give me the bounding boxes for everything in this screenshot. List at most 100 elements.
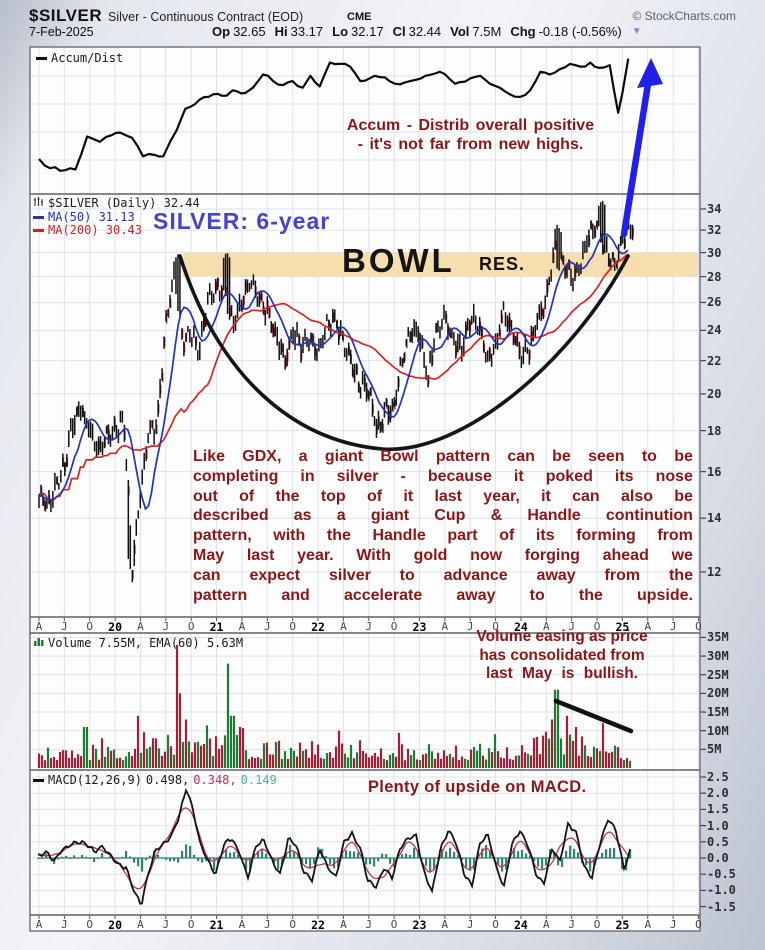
time-tick-label: J [466, 619, 474, 633]
price-legend-label: $SILVER (Daily) 32.44 [48, 196, 200, 210]
time-tick-label: O [86, 619, 94, 633]
ma50-legend-label: MA(50) 31.13 [48, 210, 135, 224]
time-tick-label: A [35, 619, 43, 633]
time-tick-label: A [35, 917, 43, 931]
time-tick-label: 23 [412, 619, 427, 634]
axis-tick-label: 10M [707, 723, 729, 738]
time-tick-label: 21 [209, 917, 224, 932]
axis-tick-label: 25M [707, 667, 729, 682]
time-tick-label: 22 [311, 619, 325, 634]
time-tick-label: A [340, 917, 347, 931]
time-tick-label: O [695, 917, 702, 931]
time-tick-label: A [542, 917, 550, 931]
axis-tick-label: 30 [707, 245, 722, 260]
time-tick-label: O [289, 917, 296, 931]
time-tick-label: J [568, 619, 575, 633]
macd-line-swatch-icon [33, 778, 44, 782]
bowl-analysis-annotation: Like GDX, a giant Bowl pattern can be seen to be co… [193, 447, 693, 605]
time-tick-label: 21 [209, 619, 224, 634]
time-tick-label: 24 [513, 619, 528, 634]
time-tick-label: O [593, 619, 601, 633]
time-tick-label: O [289, 619, 296, 633]
volume-bars-icon [33, 636, 44, 650]
bowl-pattern-label: BOWL [342, 242, 455, 279]
ma200-swatch-icon [33, 228, 44, 232]
axis-tick-label: 34 [707, 201, 722, 216]
axis-tick-label: 1.0 [707, 818, 729, 833]
time-tick-label: 25 [615, 917, 630, 932]
axis-tick-label: -1.0 [707, 883, 736, 898]
volume-annotation-line3: last May is bullish. [486, 665, 638, 682]
time-tick-label: A [340, 619, 347, 633]
axis-tick-label: 20M [707, 686, 729, 701]
time-tick-label: J [669, 917, 677, 931]
time-tick-label: A [137, 619, 144, 633]
ma50-swatch-icon [33, 215, 44, 219]
candlestick-icon [33, 196, 44, 210]
chart-title-annotation: SILVER: 6-year [153, 208, 331, 234]
copyright: © StockCharts.com [632, 9, 736, 23]
time-tick-label: J [263, 917, 271, 931]
chg-dropdown-icon[interactable]: ▼ [631, 26, 642, 37]
macd-legend-name: MACD(12,26,9) [48, 773, 142, 787]
time-tick-label: A [644, 917, 652, 931]
ticker-symbol: $SILVER [29, 6, 103, 25]
axis-tick-label: 0.5 [707, 834, 729, 849]
quote-hi: Hi 33.17 [274, 24, 324, 39]
time-tick-label: J [61, 917, 68, 931]
accum-dist-annotation: Accum - Distrib overall positive - it's … [318, 117, 623, 154]
time-tick-label: J [466, 917, 474, 931]
quote-cl: Cl 32.44 [392, 24, 442, 39]
axis-tick-label: 2.0 [707, 786, 729, 801]
time-tick-label: A [238, 619, 246, 633]
time-tick-label: O [593, 917, 601, 931]
time-tick-label: J [162, 917, 170, 931]
time-tick-label: O [187, 917, 195, 931]
volume-annotation-line1: Volume easing as price [476, 628, 648, 645]
axis-tick-label: 18 [707, 423, 722, 438]
axis-tick-label: 20 [707, 386, 722, 401]
quote-chg: Chg -0.18 (-0.56%) [510, 24, 622, 39]
time-tick-label: O [86, 917, 94, 931]
time-tick-label: O [492, 917, 499, 931]
axis-tick-label: 30M [707, 649, 729, 664]
axis-tick-label: 2.5 [707, 770, 729, 784]
time-tick-label: A [542, 619, 550, 633]
price-legend: $SILVER (Daily) 32.44 [33, 196, 200, 210]
axis-tick-label: 15M [707, 705, 729, 720]
axis-tick-label: 14 [707, 511, 722, 526]
ma200-legend: MA(200) 30.43 [33, 223, 142, 237]
macd-value-3: 0.149 [240, 773, 277, 787]
axis-tick-label: -1.5 [707, 899, 736, 914]
macd-annotation: Plenty of upside on MACD. [368, 778, 587, 796]
ma200-legend-label: MA(200) 30.43 [48, 223, 142, 237]
annotation-line: completing in silver - because it poked its nose [193, 467, 693, 485]
time-tick-label: A [441, 917, 449, 931]
axis-tick-label: 5M [707, 742, 722, 757]
time-tick-label: J [365, 619, 373, 633]
annotation-line: out of the top of it last year, it can also be [193, 487, 693, 505]
time-tick-label: O [390, 917, 398, 931]
annotation-line: pattern and accelerate away to the upside. [193, 586, 693, 604]
time-tick-label: J [568, 917, 575, 931]
annotation-line: pattern, with the Handle part of its forming fro… [193, 527, 693, 545]
axis-tick-label: 28 [707, 269, 722, 284]
axis-tick-label: 26 [707, 295, 722, 310]
time-tick-label: J [669, 619, 677, 633]
time-tick-label: 23 [412, 917, 427, 932]
quote-op: Op 32.65 [212, 24, 266, 39]
time-tick-label: A [137, 917, 144, 931]
time-tick-label: O [492, 619, 499, 633]
axis-tick-label: -0.5 [707, 867, 736, 882]
quote-row: Op 32.65 Hi 33.17 Lo 32.17 Cl 32.44 Vol 7.5M Chg -0… [212, 24, 642, 39]
macd-value-2: 0.348, [193, 773, 237, 787]
quote-lo: Lo 32.17 [332, 24, 384, 39]
time-tick-label: A [441, 619, 449, 633]
axis-tick-label: 24 [707, 323, 722, 338]
time-tick-label: 22 [311, 917, 325, 932]
volume-legend-label: Volume 7.55M, EMA(60) 5.63M [48, 636, 244, 650]
resistance-label: RES. [479, 254, 526, 274]
axis-tick-label: 12 [707, 564, 722, 579]
time-tick-label: A [644, 619, 652, 633]
